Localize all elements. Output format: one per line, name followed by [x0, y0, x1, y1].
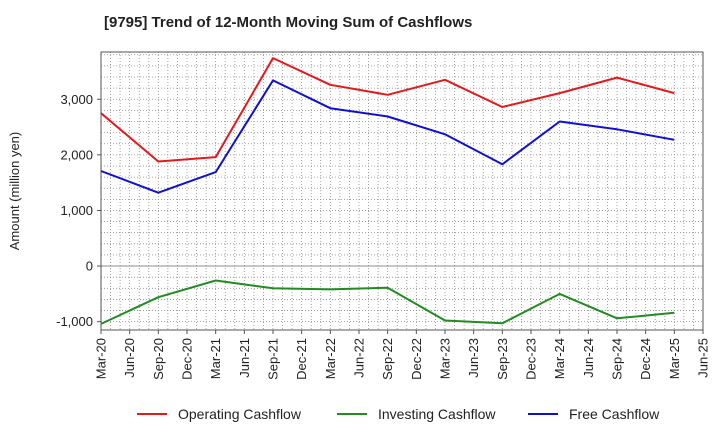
- x-tick-label: Sep-24: [610, 338, 625, 380]
- x-tick-label: Jun-21: [237, 338, 252, 378]
- x-tick-label: Dec-22: [409, 338, 424, 380]
- series-group: [100, 57, 675, 325]
- plot-border: [100, 51, 704, 331]
- legend: Operating Cashflow Investing Cashflow Free…: [137, 406, 660, 422]
- gridlines: [100, 52, 704, 330]
- y-tick-label: 1,000: [60, 203, 93, 218]
- x-tick-label: Dec-21: [294, 338, 309, 380]
- y-tick-label: 3,000: [60, 92, 93, 107]
- chart-title: [9795] Trend of 12-Month Moving Sum of C…: [104, 14, 473, 31]
- x-tick-label: Mar-22: [323, 338, 338, 379]
- x-tick-label: Mar-24: [552, 338, 567, 379]
- x-tick-label: Jun-22: [352, 338, 367, 378]
- x-tick-label: Jun-20: [122, 338, 137, 378]
- x-tick-label: Sep-23: [495, 338, 510, 380]
- legend-label-free-cashflow: Free Cashflow: [569, 406, 660, 422]
- legend-label-investing-cashflow: Investing Cashflow: [378, 406, 496, 422]
- y-tick-label: 2,000: [60, 147, 93, 162]
- x-tick-label: Dec-20: [180, 338, 195, 380]
- series-line-free-cashflow: [100, 79, 675, 194]
- y-tick-label: -1,000: [56, 314, 93, 329]
- x-tick-label: Dec-23: [524, 338, 539, 380]
- y-tick-label: 0: [86, 259, 93, 274]
- x-tick-label: Sep-20: [151, 338, 166, 380]
- series-line-operating-cashflow: [100, 57, 675, 163]
- x-tick-label: Dec-24: [638, 338, 653, 380]
- x-tick-label: Jun-24: [581, 338, 596, 378]
- series-line-investing-cashflow: [100, 279, 675, 325]
- x-tick-label: Mar-21: [208, 338, 223, 379]
- legend-label-operating-cashflow: Operating Cashflow: [178, 406, 302, 422]
- x-tick-label: Mar-23: [438, 338, 453, 379]
- x-tick-label: Jun-23: [466, 338, 481, 378]
- x-tick-label: Mar-20: [94, 338, 109, 379]
- y-axis: -1,000 0 1,000 2,000 3,000: [56, 92, 101, 329]
- x-tick-label: Mar-25: [667, 338, 682, 379]
- x-axis: Mar-20 Jun-20 Sep-20 Dec-20 Mar-21 Jun-21 Sep-…: [94, 330, 711, 380]
- x-tick-label: Sep-22: [380, 338, 395, 380]
- x-tick-label: Jun-25: [696, 338, 711, 378]
- x-tick-label: Sep-21: [266, 338, 281, 380]
- y-axis-label: Amount (million yen): [7, 132, 22, 251]
